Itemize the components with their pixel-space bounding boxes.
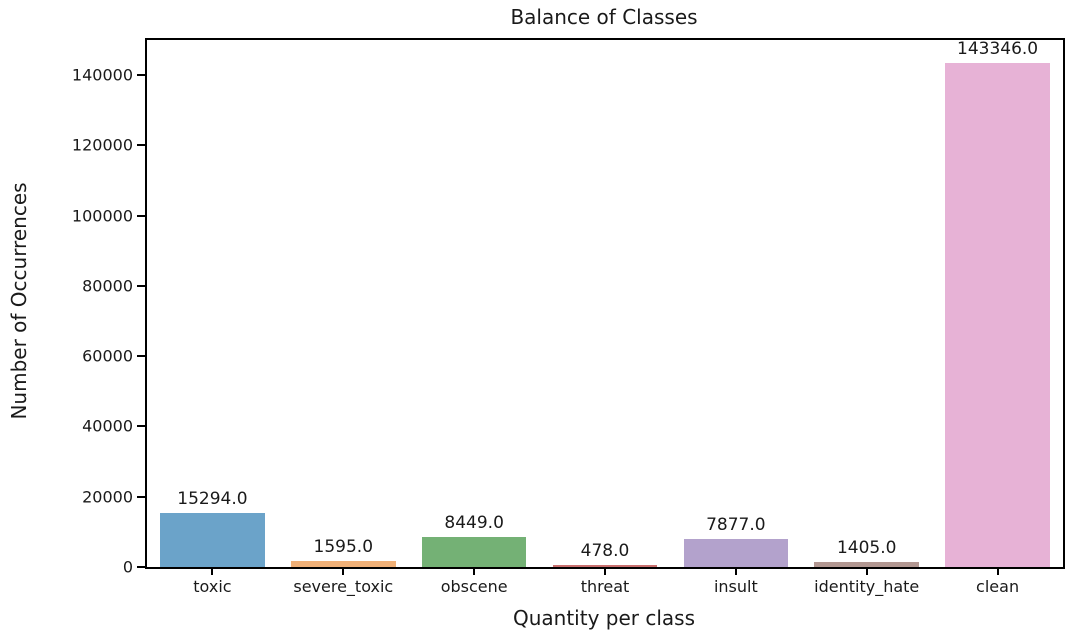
y-tick-mark bbox=[137, 214, 145, 217]
bar-value-label: 8449.0 bbox=[444, 513, 504, 533]
chart-title: Balance of Classes bbox=[510, 5, 698, 29]
x-tick-label: identity_hate bbox=[814, 577, 920, 596]
bar-identity_hate bbox=[814, 562, 920, 567]
y-axis-title: Number of Occurrences bbox=[7, 182, 31, 420]
y-tick-label: 0 bbox=[122, 557, 133, 577]
x-axis-title: Quantity per class bbox=[512, 606, 695, 630]
x-tick-mark bbox=[734, 567, 737, 575]
bar-value-label: 7877.0 bbox=[706, 515, 766, 535]
bar-value-label: 478.0 bbox=[580, 541, 630, 561]
x-tick-mark bbox=[342, 567, 345, 575]
x-tick-mark bbox=[604, 567, 606, 575]
bar-clean bbox=[945, 63, 1050, 567]
bar-value-label: 143346.0 bbox=[957, 39, 1039, 59]
x-tick-label: toxic bbox=[193, 577, 232, 596]
bar-value-label: 1595.0 bbox=[313, 537, 374, 557]
y-tick-label: 80000 bbox=[82, 276, 133, 296]
x-tick-mark bbox=[865, 567, 868, 575]
y-tick-label: 120000 bbox=[71, 135, 133, 155]
bar-value-label: 15294.0 bbox=[177, 489, 248, 509]
x-tick-label: clean bbox=[976, 577, 1020, 596]
plot-area: 0 20000 40000 60000 80000 100000 120000 140000 1… bbox=[72, 38, 1065, 596]
x-tick-label: threat bbox=[580, 577, 630, 596]
bar-severe_toxic bbox=[290, 561, 396, 567]
y-tick-label: 140000 bbox=[71, 65, 133, 85]
bar-value-label: 1405.0 bbox=[836, 538, 897, 558]
x-tick-mark bbox=[473, 567, 476, 575]
y-tick-mark bbox=[137, 495, 145, 498]
x-tick-mark bbox=[996, 567, 999, 575]
y-tick-mark bbox=[137, 144, 145, 147]
x-tick-mark bbox=[211, 567, 214, 575]
y-tick-label: 100000 bbox=[71, 206, 133, 226]
bar-threat bbox=[552, 565, 658, 567]
y-tick-mark bbox=[137, 355, 145, 358]
y-tick-mark bbox=[137, 566, 145, 568]
y-tick-mark bbox=[137, 284, 145, 287]
y-tick-label: 20000 bbox=[82, 487, 133, 507]
x-tick-label: obscene bbox=[440, 577, 508, 596]
x-tick-label: severe_toxic bbox=[293, 577, 394, 596]
bar-insult bbox=[683, 539, 789, 567]
y-tick-mark bbox=[137, 425, 145, 428]
y-tick-label: 40000 bbox=[82, 416, 133, 436]
y-tick-label: 60000 bbox=[82, 346, 133, 366]
bar-toxic bbox=[160, 513, 265, 567]
bar-obscene bbox=[421, 537, 527, 567]
y-tick-mark bbox=[137, 74, 145, 77]
x-tick-label: insult bbox=[713, 577, 758, 596]
